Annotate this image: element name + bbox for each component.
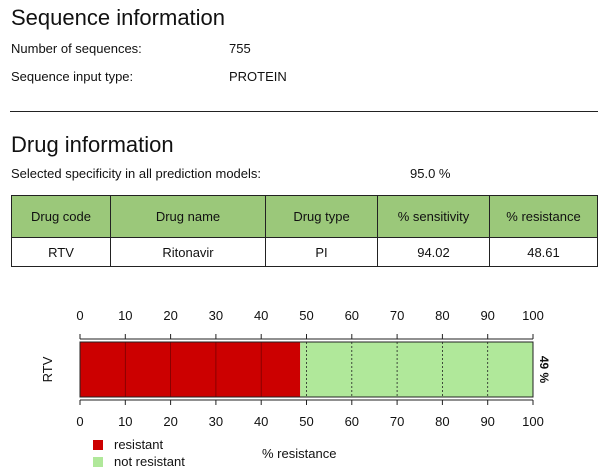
top-tick-label-0: 0 — [76, 308, 83, 323]
bottom-tick-label-40: 40 — [254, 414, 268, 429]
drug-table: Drug code Drug name Drug type % sensitiv… — [11, 195, 598, 267]
top-tick-label-50: 50 — [299, 308, 313, 323]
bar-segment-resistant — [80, 342, 301, 397]
bottom-tick-label-0: 0 — [76, 414, 83, 429]
col-header-drug-name: Drug name — [110, 195, 266, 238]
top-tick-label-90: 90 — [480, 308, 494, 323]
col-header-drug-type: Drug type — [265, 195, 378, 238]
col-header-resistance: % resistance — [489, 195, 598, 238]
table-row: RTV Ritonavir PI 94.02 48.61 — [11, 237, 598, 267]
top-tick-label-80: 80 — [435, 308, 449, 323]
bottom-tick-label-50: 50 — [299, 414, 313, 429]
bottom-tick-label-90: 90 — [480, 414, 494, 429]
bar-segment-not-resistant — [300, 342, 533, 397]
cell-resistance: 48.61 — [489, 237, 598, 267]
input-type-value: PROTEIN — [229, 69, 287, 84]
bottom-tick-label-80: 80 — [435, 414, 449, 429]
top-tick-label-30: 30 — [209, 308, 223, 323]
top-tick-label-20: 20 — [163, 308, 177, 323]
legend-swatch-not-resistant — [93, 457, 103, 467]
top-tick-label-60: 60 — [345, 308, 359, 323]
resistance-chart: 0 10 20 30 40 50 60 70 80 90 100 0 10 20 30 40 50 60 70 80 9… — [40, 308, 551, 429]
legend-label-not-resistant: not resistant — [114, 454, 185, 469]
cell-drug-type: PI — [265, 237, 378, 267]
bottom-tick-label-70: 70 — [390, 414, 404, 429]
bottom-tick-label-60: 60 — [345, 414, 359, 429]
top-tick-label-10: 10 — [118, 308, 132, 323]
drug-table-header-row: Drug code Drug name Drug type % sensitiv… — [11, 195, 598, 238]
bar-value-label: 49 % — [537, 356, 551, 384]
top-tick-label-40: 40 — [254, 308, 268, 323]
drug-info-title: Drug information — [11, 132, 174, 157]
x-axis-label: % resistance — [262, 446, 337, 461]
bottom-tick-label-30: 30 — [209, 414, 223, 429]
top-tick-label-70: 70 — [390, 308, 404, 323]
category-label-rtv: RTV — [40, 356, 55, 382]
specificity-label: Selected specificity in all prediction m… — [11, 166, 262, 181]
bottom-tick-label-20: 20 — [163, 414, 177, 429]
legend-swatch-resistant — [93, 440, 103, 450]
legend-label-resistant: resistant — [114, 437, 164, 452]
top-tick-label-100: 100 — [522, 308, 544, 323]
cell-sensitivity: 94.02 — [377, 237, 490, 267]
col-header-sensitivity: % sensitivity — [377, 195, 490, 238]
cell-drug-name: Ritonavir — [110, 237, 266, 267]
specificity-value: 95.0 % — [410, 166, 451, 181]
sequence-info-title: Sequence information — [11, 5, 226, 30]
bottom-tick-label-100: 100 — [522, 414, 544, 429]
bottom-tick-label-10: 10 — [118, 414, 132, 429]
num-sequences-value: 755 — [229, 41, 251, 56]
bar-frame — [79, 341, 534, 398]
input-type-label: Sequence input type: — [11, 69, 134, 84]
cell-drug-code: RTV — [11, 237, 111, 267]
num-sequences-label: Number of sequences: — [11, 41, 142, 56]
col-header-drug-code: Drug code — [11, 195, 111, 238]
section-divider — [10, 111, 598, 112]
